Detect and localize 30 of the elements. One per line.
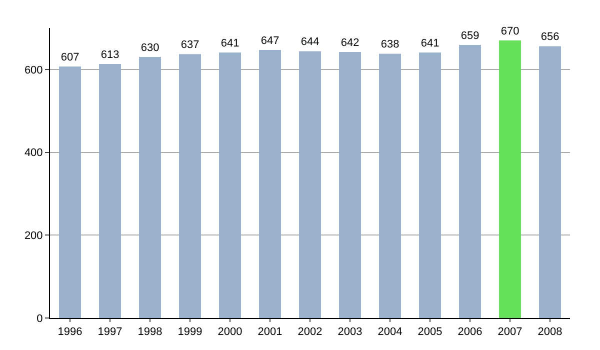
data-label: 641 — [220, 37, 240, 50]
data-label: 641 — [420, 37, 440, 50]
y-tick-label: 600 — [24, 64, 43, 76]
data-label: 644 — [300, 36, 320, 48]
data-label: 659 — [460, 30, 480, 42]
x-tick-label: 2007 — [498, 326, 522, 338]
x-tick-label: 2008 — [538, 326, 562, 338]
data-label: 642 — [340, 37, 360, 50]
data-label: 670 — [500, 25, 520, 38]
data-label: 630 — [140, 42, 160, 54]
y-tick-label: 0 — [36, 312, 43, 325]
x-tick-label: 2006 — [458, 326, 482, 338]
y-tick-label: 200 — [24, 230, 43, 242]
data-label: 647 — [260, 34, 280, 47]
data-label: 607 — [60, 52, 80, 64]
x-tick-label: 2004 — [378, 326, 402, 338]
x-tick-label: 1997 — [98, 326, 122, 338]
x-tick-label: 2000 — [218, 326, 242, 338]
data-label: 638 — [380, 38, 400, 51]
x-tick-label: 2001 — [258, 326, 282, 338]
y-tick-label: 400 — [24, 147, 43, 160]
x-tick-label: 1999 — [178, 326, 202, 338]
x-tick-label: 1996 — [58, 326, 82, 338]
x-tick-label: 2005 — [418, 326, 442, 338]
x-tick-label: 2002 — [298, 326, 322, 338]
data-label: 613 — [100, 49, 120, 62]
data-label: 656 — [540, 31, 560, 44]
x-tick-label: 2003 — [338, 326, 362, 338]
x-tick-label: 1998 — [138, 326, 162, 338]
data-label: 637 — [180, 39, 200, 52]
